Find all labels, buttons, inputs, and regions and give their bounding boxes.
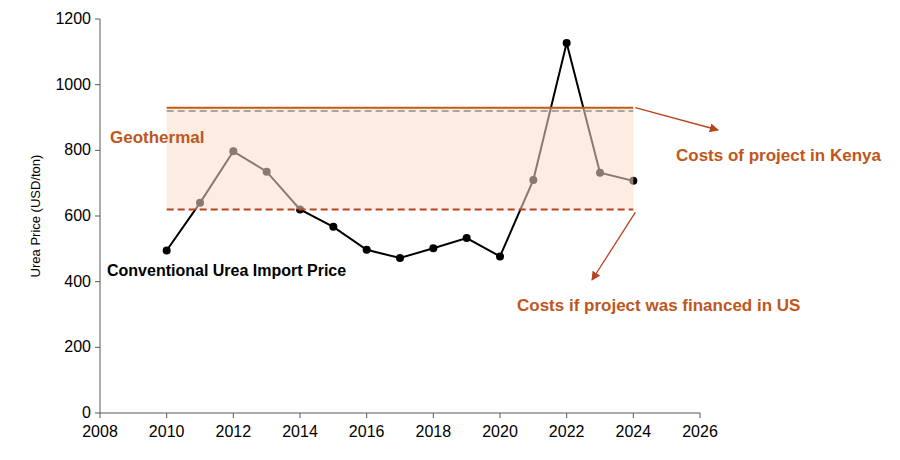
y-tick-label: 0 <box>82 404 91 421</box>
series-point <box>163 246 171 254</box>
axes: 0 200 400 600 800 1000 1200 2008 2010 2012 2014 201… <box>55 10 717 440</box>
reference-line <box>167 208 634 210</box>
series-point <box>329 223 337 231</box>
x-tick-label: 2008 <box>82 423 118 440</box>
x-tick-label: 2014 <box>282 423 318 440</box>
x-tick-label: 2020 <box>482 423 518 440</box>
reference-label: Costs of project in Kenya <box>676 146 882 165</box>
x-tick <box>500 413 501 418</box>
band <box>167 108 634 210</box>
x-tick-label: 2010 <box>149 423 185 440</box>
x-tick <box>633 413 634 418</box>
y-tick-label: 400 <box>64 273 91 290</box>
y-tick <box>95 281 100 282</box>
series-point <box>463 234 471 242</box>
x-tick <box>300 413 301 418</box>
x-tick <box>233 413 234 418</box>
series-point <box>496 252 504 260</box>
y-tick <box>95 413 100 414</box>
y-tick-label: 1000 <box>55 76 91 93</box>
x-tick <box>700 413 701 418</box>
series-line <box>167 43 634 258</box>
x-tick-label: 2016 <box>349 423 385 440</box>
y-tick-label: 200 <box>64 338 91 355</box>
x-axis-line <box>100 413 700 414</box>
y-tick <box>95 347 100 348</box>
series-point <box>429 244 437 252</box>
series-label: Conventional Urea Import Price <box>107 262 346 279</box>
band-label: Geothermal <box>110 128 204 147</box>
y-tick <box>95 19 100 20</box>
x-tick-label: 2024 <box>616 423 652 440</box>
x-tick <box>566 413 567 418</box>
y-axis-label: Urea Price (USD/ton) <box>28 155 43 278</box>
y-tick-label: 1200 <box>55 10 91 27</box>
x-tick <box>433 413 434 418</box>
y-tick <box>95 150 100 151</box>
x-tick <box>366 413 367 418</box>
x-tick-label: 2026 <box>682 423 718 440</box>
y-tick <box>95 216 100 217</box>
chart: 0 200 400 600 800 1000 1200 2008 2010 2012 2014 201… <box>0 0 900 460</box>
x-tick <box>100 413 101 418</box>
y-tick-label: 800 <box>64 141 91 158</box>
annotation-arrow <box>635 108 718 130</box>
series-point <box>563 39 571 47</box>
x-tick <box>166 413 167 418</box>
x-tick-label: 2012 <box>216 423 252 440</box>
y-tick-label: 600 <box>64 207 91 224</box>
reference-label: Costs if project was financed in US <box>517 296 800 315</box>
x-tick-label: 2022 <box>549 423 585 440</box>
series-point <box>363 246 371 254</box>
plot-area <box>163 39 638 262</box>
annotation-arrow <box>592 212 635 280</box>
y-tick <box>95 84 100 85</box>
reference-line <box>167 110 634 112</box>
series-point <box>396 254 404 262</box>
x-tick-label: 2018 <box>416 423 452 440</box>
reference-line <box>167 107 634 109</box>
